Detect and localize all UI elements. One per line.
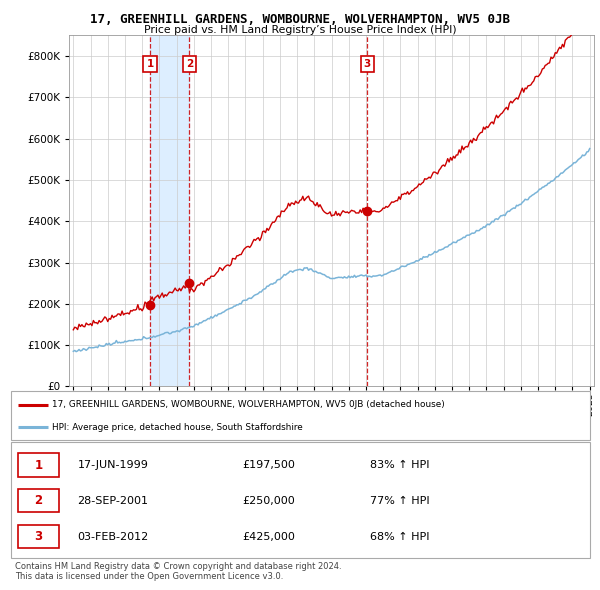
Text: 1: 1 (146, 60, 154, 69)
Bar (150, 35, 190, 386)
Text: 17, GREENHILL GARDENS, WOMBOURNE, WOLVERHAMPTON, WV5 0JB: 17, GREENHILL GARDENS, WOMBOURNE, WOLVER… (90, 13, 510, 26)
Text: 17-JUN-1999: 17-JUN-1999 (77, 460, 148, 470)
Text: 83% ↑ HPI: 83% ↑ HPI (370, 460, 429, 470)
Text: 17, GREENHILL GARDENS, WOMBOURNE, WOLVERHAMPTON, WV5 0JB (detached house): 17, GREENHILL GARDENS, WOMBOURNE, WOLVER… (52, 400, 445, 409)
Bar (18, 489, 59, 513)
Bar (18, 525, 59, 548)
Text: 2: 2 (35, 494, 43, 507)
Text: 03-FEB-2012: 03-FEB-2012 (77, 532, 149, 542)
Text: £197,500: £197,500 (242, 460, 295, 470)
Text: 3: 3 (364, 60, 371, 69)
Text: 2: 2 (186, 60, 193, 69)
Text: HPI: Average price, detached house, South Staffordshire: HPI: Average price, detached house, Sout… (52, 423, 303, 432)
Text: 68% ↑ HPI: 68% ↑ HPI (370, 532, 429, 542)
Text: 28-SEP-2001: 28-SEP-2001 (77, 496, 148, 506)
Text: 77% ↑ HPI: 77% ↑ HPI (370, 496, 430, 506)
Text: 1: 1 (35, 458, 43, 471)
Text: 3: 3 (35, 530, 43, 543)
Text: Price paid vs. HM Land Registry’s House Price Index (HPI): Price paid vs. HM Land Registry’s House … (143, 25, 457, 35)
Text: Contains HM Land Registry data © Crown copyright and database right 2024.
This d: Contains HM Land Registry data © Crown c… (15, 562, 341, 581)
Text: £425,000: £425,000 (242, 532, 295, 542)
Text: £250,000: £250,000 (242, 496, 295, 506)
Bar (18, 454, 59, 477)
